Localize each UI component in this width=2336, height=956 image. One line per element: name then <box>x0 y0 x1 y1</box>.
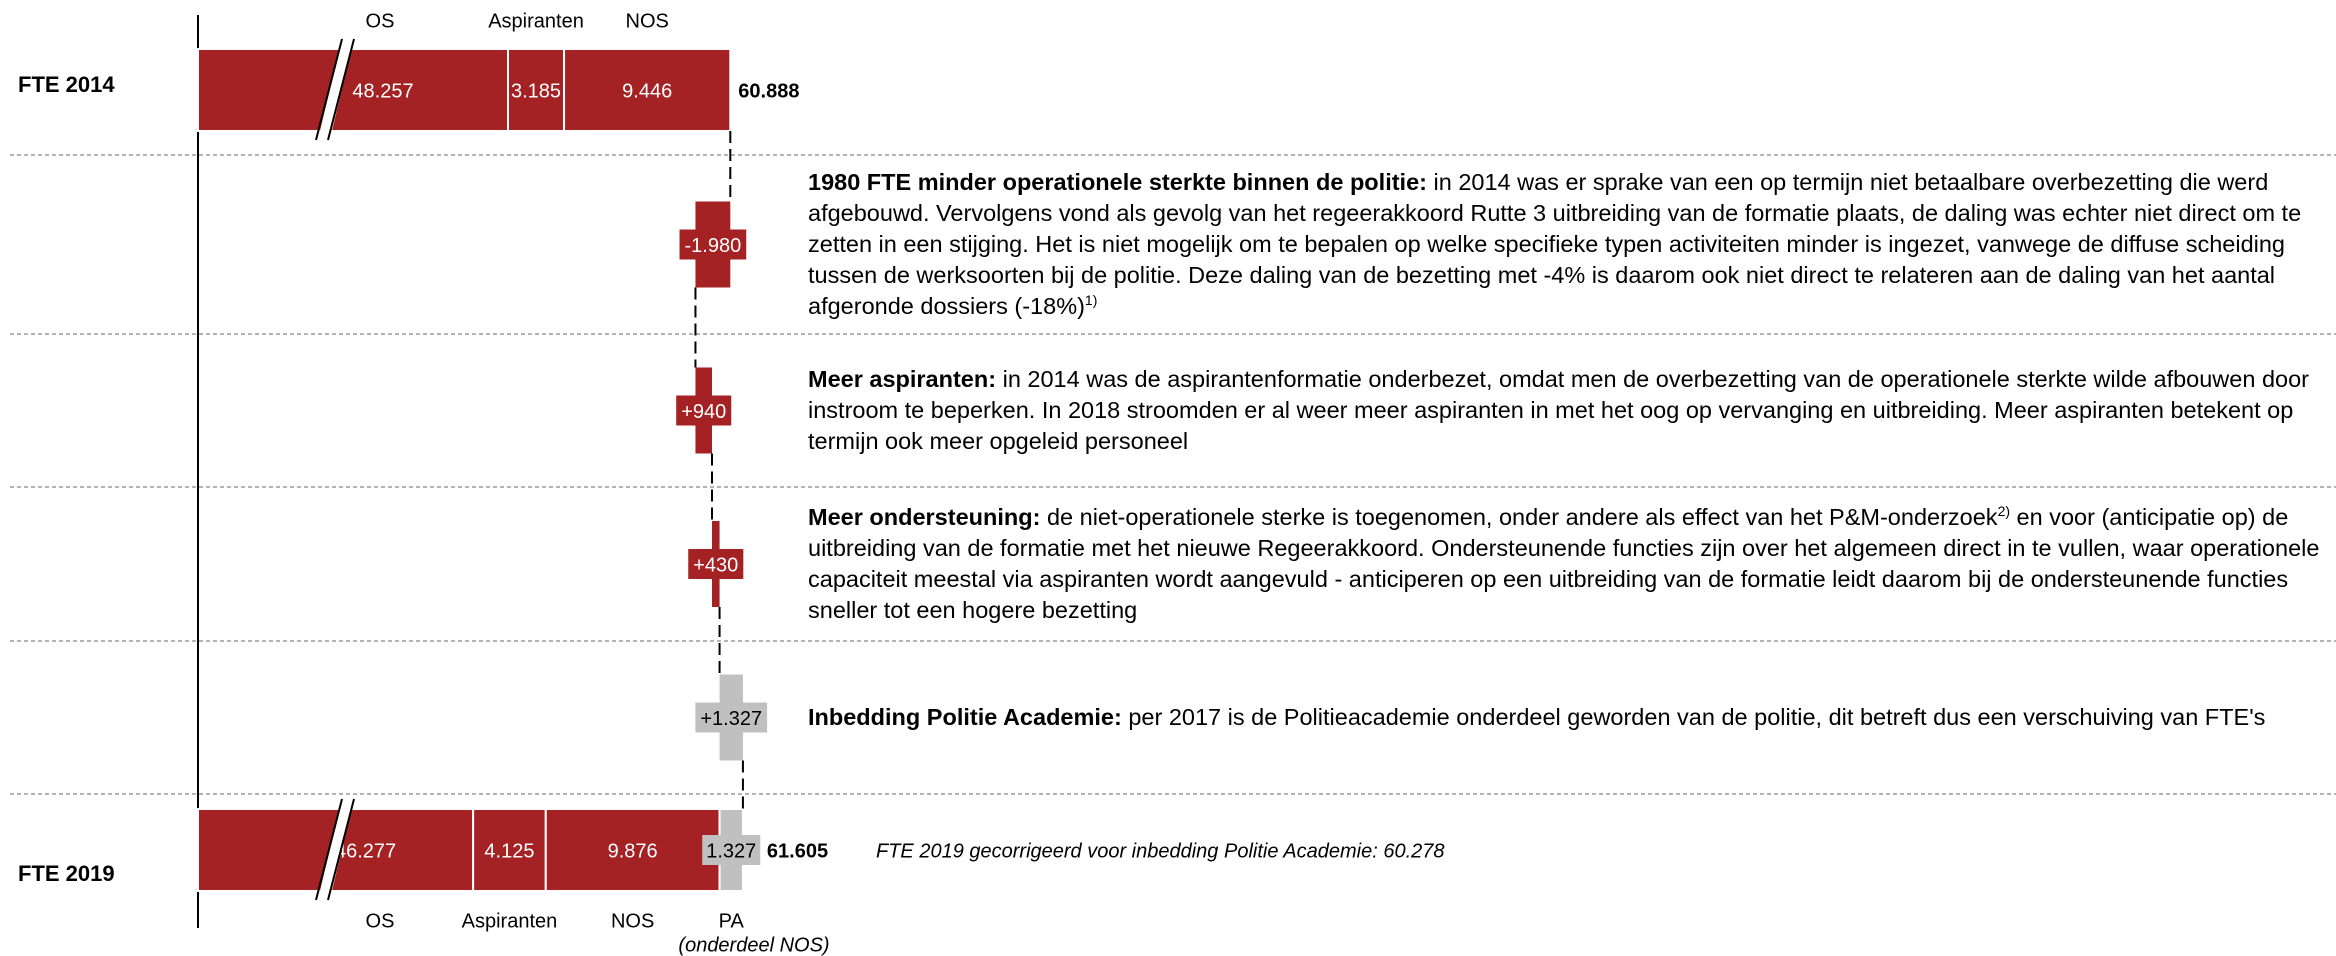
axis-break-line <box>315 798 343 901</box>
explanation-heading: Meer aspiranten: <box>808 366 997 392</box>
explanation-heading: Meer ondersteuning: <box>808 504 1041 530</box>
total-label: 61.605 <box>767 840 828 862</box>
category-note: (onderdeel NOS) <box>678 934 829 956</box>
value-label: 4.125 <box>484 840 534 862</box>
axis-break <box>318 39 354 139</box>
explanation-text: 1980 FTE minder operationele sterkte bin… <box>808 167 2330 322</box>
category-label: NOS <box>626 10 669 32</box>
axis-break-line <box>327 38 355 141</box>
value-label: 9.446 <box>622 80 672 102</box>
bar-label: FTE 2014 <box>18 72 115 97</box>
axis-break-line <box>315 38 343 141</box>
bar-label: FTE 2019 <box>18 861 115 886</box>
bar-segment <box>563 48 732 132</box>
explanation: Meer ondersteuning: de niet-operationele… <box>808 487 2330 641</box>
category-label: Aspiranten <box>462 910 558 932</box>
footnote-ref: 2) <box>1997 503 2011 520</box>
label-box <box>679 229 747 260</box>
explanation: 1980 FTE minder operationele sterkte bin… <box>808 155 2330 334</box>
explanation-heading: 1980 FTE minder operationele sterkte bin… <box>808 169 1427 195</box>
explanation-body: in 2014 was de aspirantenformatie onderb… <box>808 366 2309 454</box>
step-label: +940 <box>681 401 726 423</box>
bar-segment <box>197 48 509 132</box>
explanation-text: Meer ondersteuning: de niet-operationele… <box>808 502 2330 626</box>
category-label: NOS <box>611 910 654 932</box>
explanation-text: Meer aspiranten: in 2014 was de aspirant… <box>808 364 2330 457</box>
label-box <box>695 702 768 733</box>
annotation: FTE 2019 gecorrigeerd voor inbedding Pol… <box>876 840 1445 862</box>
label-box <box>676 395 732 426</box>
value-label: 9.876 <box>608 840 658 862</box>
axis-break <box>318 799 354 899</box>
bar-segment <box>472 808 547 892</box>
category-label: PA <box>719 910 745 932</box>
explanation-body: de niet-operationele sterke is toegenome… <box>1040 504 1998 530</box>
step-label: +1.327 <box>700 708 762 730</box>
explanation: Inbedding Politie Academie: per 2017 is … <box>808 641 2330 794</box>
label-box <box>688 549 744 579</box>
category-label: Aspiranten <box>488 10 584 32</box>
total-label: 60.888 <box>738 80 799 102</box>
explanation-body: per 2017 is de Politieacademie onderdeel… <box>1121 704 2266 730</box>
explanation-text: Inbedding Politie Academie: per 2017 is … <box>808 702 2265 733</box>
explanation: Meer aspiranten: in 2014 was de aspirant… <box>808 334 2330 487</box>
value-label: 1.327 <box>706 840 756 862</box>
value-label: 48.257 <box>352 80 413 102</box>
explanation-body: en voor (anticipatie op) de uitbreiding … <box>808 504 2320 623</box>
value-label: 46.277 <box>335 840 396 862</box>
category-label: OS <box>366 10 395 32</box>
label-box <box>702 835 761 865</box>
explanation-heading: Inbedding Politie Academie: <box>808 704 1122 730</box>
footnote-ref: 1) <box>1084 292 1098 309</box>
step-label: -1.980 <box>685 235 742 257</box>
step-label: +430 <box>693 554 738 576</box>
value-label: 3.185 <box>511 80 561 102</box>
axis-break-line <box>327 798 355 901</box>
category-label: OS <box>366 910 395 932</box>
explanation-body: in 2014 was er sprake van een op termijn… <box>808 169 2302 319</box>
